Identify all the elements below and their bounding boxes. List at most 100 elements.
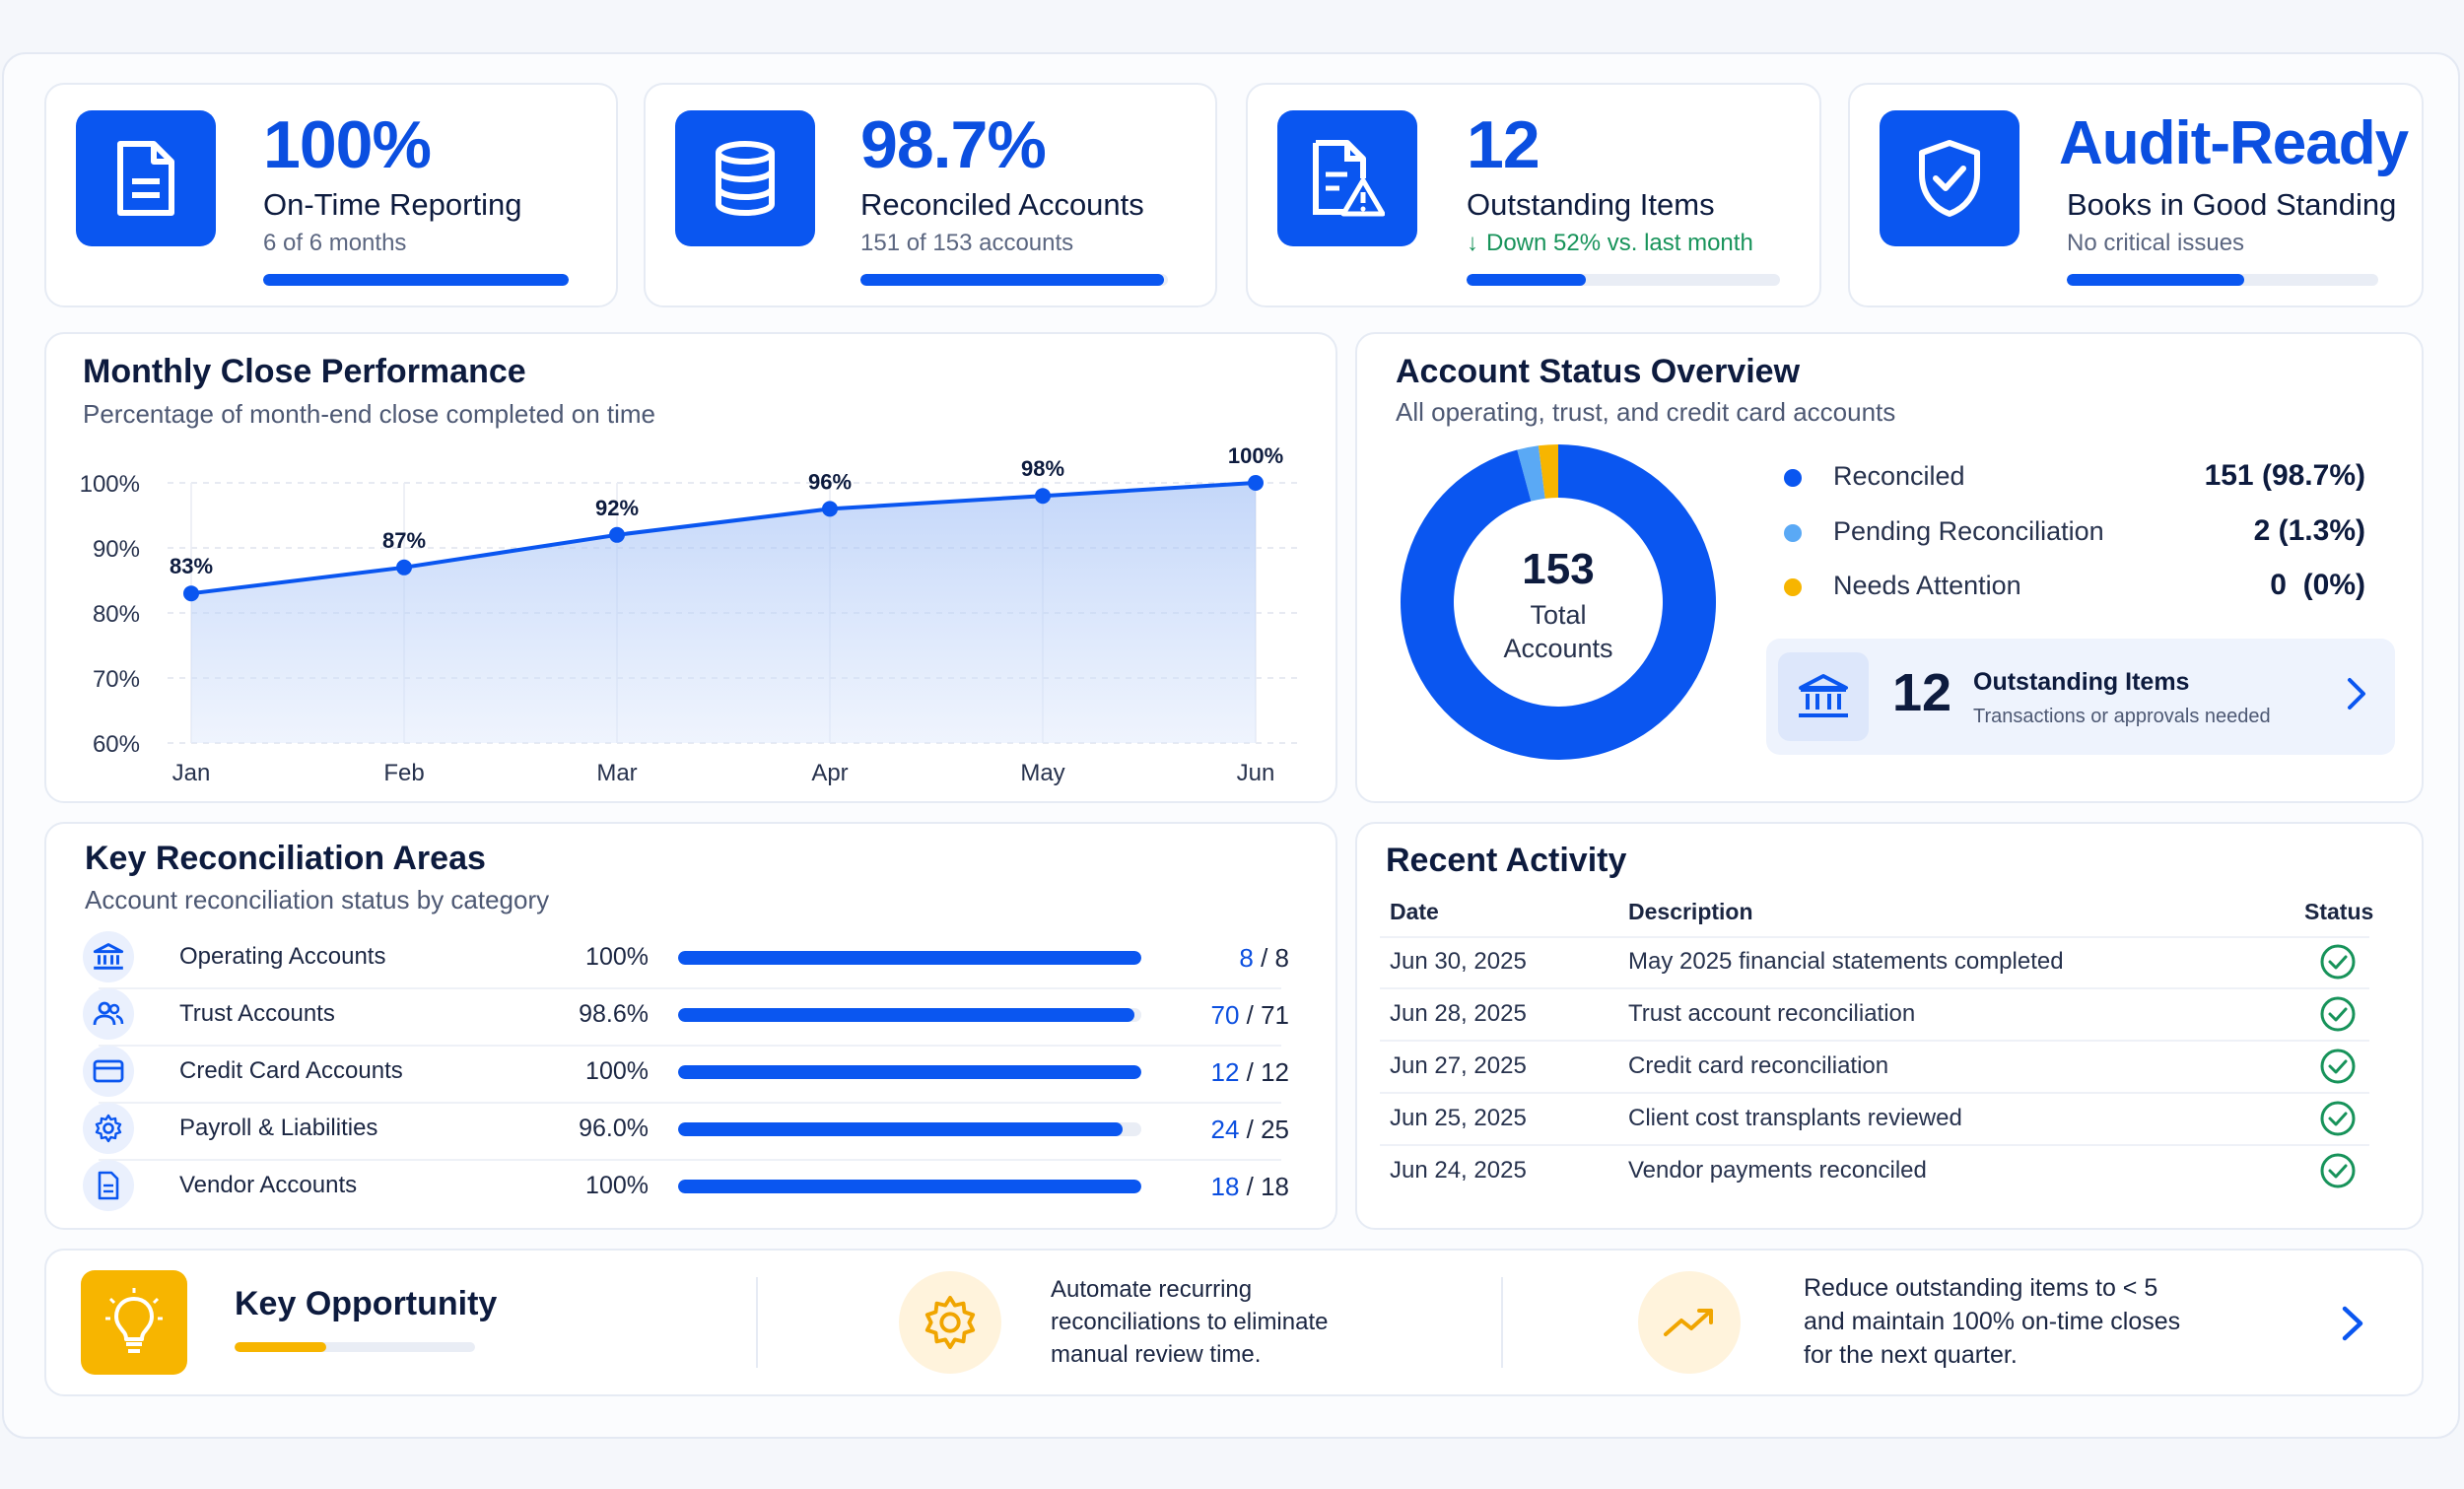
rec-name: Operating Accounts <box>179 943 386 970</box>
activity-date: Jun 24, 2025 <box>1390 1157 1527 1184</box>
bank-icon <box>1778 652 1869 741</box>
divider <box>1501 1277 1503 1368</box>
rec-row-trust[interactable]: Trust Accounts 98.6% 70 / 71 <box>47 988 1289 1046</box>
activity-description: Credit card reconciliation <box>1628 1052 1889 1079</box>
donut-label-accounts: Accounts <box>1503 634 1613 663</box>
data-label: 83% <box>170 554 213 578</box>
lightbulb-icon <box>81 1270 187 1375</box>
activity-row[interactable]: Jun 27, 2025 Credit card reconciliation <box>1390 1041 2375 1094</box>
rec-percent: 96.0% <box>579 1115 649 1142</box>
rec-percent: 100% <box>585 1172 649 1199</box>
legend-needs-attention: Needs Attention 0 (0%) <box>1782 569 2365 608</box>
rec-progress-bar <box>678 1122 1141 1136</box>
activity-row[interactable]: Jun 24, 2025 Vendor payments reconciled <box>1390 1145 2375 1198</box>
rec-count: 12 / 12 <box>1210 1057 1289 1087</box>
down-arrow-icon: ↓ <box>1467 230 1478 256</box>
area-fill <box>191 483 1256 743</box>
data-label: 92% <box>595 496 639 520</box>
bank-icon <box>83 931 134 982</box>
outstanding-count: 12 <box>1892 663 1952 722</box>
kpi-progress-bar <box>1467 274 1780 286</box>
col-header-status: Status <box>2304 899 2374 924</box>
rec-done: 24 <box>1210 1115 1240 1144</box>
rec-count: 70 / 71 <box>1210 1000 1289 1030</box>
key-reconciliation-card <box>44 822 1337 1230</box>
rec-percent: 98.6% <box>579 1000 649 1028</box>
account-donut-chart <box>1401 444 1716 760</box>
kpi-card-reconciled[interactable]: 98.7% Reconciled Accounts 151 of 153 acc… <box>644 83 1217 307</box>
legend-dot <box>1784 524 1802 542</box>
activity-row[interactable]: Jun 25, 2025 Client cost transplants rev… <box>1390 1093 2375 1146</box>
rec-row-operating[interactable]: Operating Accounts 100% 8 / 8 <box>47 931 1289 988</box>
y-tick-label: 80% <box>93 601 140 628</box>
key-reconciliation-title: Key Reconciliation Areas <box>85 840 486 877</box>
rec-name: Vendor Accounts <box>179 1172 358 1198</box>
kpi-card-outstanding[interactable]: 12 Outstanding Items ↓ Down 52% vs. last … <box>1246 83 1821 307</box>
divider <box>1380 936 2369 938</box>
data-label: 98% <box>1021 456 1064 481</box>
divider <box>99 1102 1281 1104</box>
kpi-value: 100% <box>263 107 432 182</box>
kpi-sub: 6 of 6 months <box>263 230 407 256</box>
donut-slice <box>1401 444 1716 760</box>
rec-progress-bar <box>678 1008 1141 1022</box>
rec-percent: 100% <box>585 943 649 971</box>
legend-value: 2 (1.3%) <box>2253 514 2365 547</box>
activity-description: Vendor payments reconciled <box>1628 1157 1927 1184</box>
chevron-right-icon[interactable] <box>2346 676 2367 716</box>
rec-count: 8 / 8 <box>1239 943 1289 973</box>
monthly-close-title: Monthly Close Performance <box>83 353 526 390</box>
kpi-card-audit[interactable]: Audit-Ready Books in Good Standing No cr… <box>1848 83 2424 307</box>
opportunity-line: and maintain 100% on-time closes <box>1804 1308 2181 1335</box>
data-label: 100% <box>1228 443 1283 468</box>
outstanding-items-link[interactable]: 12 Outstanding Items Transactions or app… <box>1766 639 2395 755</box>
data-label: 87% <box>382 528 426 553</box>
rec-percent: 100% <box>585 1057 649 1085</box>
monthly-close-subtitle: Percentage of month-end close completed … <box>83 399 656 429</box>
legend-value: 0 (0%) <box>2270 569 2365 601</box>
opportunity-item-automate: Automate recurring reconciliations to el… <box>1051 1273 1328 1371</box>
activity-date: Jun 25, 2025 <box>1390 1105 1527 1131</box>
recent-activity-title: Recent Activity <box>1386 842 1627 879</box>
legend-label: Needs Attention <box>1833 571 2021 600</box>
opportunity-line: manual review time. <box>1051 1341 1262 1368</box>
donut-slice <box>1517 445 1545 502</box>
credit-card-icon <box>83 1046 134 1097</box>
account-status-title: Account Status Overview <box>1396 353 1801 390</box>
rec-total: 25 <box>1261 1115 1289 1144</box>
kpi-sub: 151 of 153 accounts <box>860 230 1074 256</box>
check-circle-icon <box>2318 994 2358 1039</box>
outstanding-desc: Transactions or approvals needed <box>1973 706 2271 727</box>
divider <box>1380 987 2369 989</box>
activity-date: Jun 27, 2025 <box>1390 1052 1527 1079</box>
data-point <box>1035 488 1051 505</box>
rec-row-vendor[interactable]: Vendor Accounts 100% 18 / 18 <box>47 1160 1289 1217</box>
activity-row[interactable]: Jun 28, 2025 Trust account reconciliatio… <box>1390 988 2375 1042</box>
rec-progress-bar <box>678 1180 1141 1193</box>
database-icon <box>675 110 815 246</box>
opportunity-title: Key Opportunity <box>235 1285 498 1322</box>
rec-row-credit-card[interactable]: Credit Card Accounts 100% 12 / 12 <box>47 1046 1289 1103</box>
rec-progress-bar <box>678 1065 1141 1079</box>
divider <box>99 1159 1281 1161</box>
data-point <box>183 585 199 602</box>
rec-name: Trust Accounts <box>179 1000 335 1027</box>
users-icon <box>83 988 134 1040</box>
kpi-card-on-time[interactable]: 100% On-Time Reporting 6 of 6 months <box>44 83 618 307</box>
rec-total: 18 <box>1261 1172 1289 1201</box>
chevron-right-icon[interactable] <box>2340 1305 2365 1347</box>
activity-row[interactable]: Jun 30, 2025 May 2025 financial statemen… <box>1390 936 2375 989</box>
check-circle-icon <box>2318 1047 2358 1091</box>
col-header-description: Description <box>1628 899 1753 924</box>
activity-description: Client cost transplants reviewed <box>1628 1105 1962 1131</box>
gear-icon <box>899 1271 1001 1374</box>
rec-row-payroll[interactable]: Payroll & Liabilities 96.0% 24 / 25 <box>47 1103 1289 1160</box>
legend-pending: Pending Reconciliation 2 (1.3%) <box>1782 514 2365 554</box>
kpi-value: 98.7% <box>860 107 1047 182</box>
activity-date: Jun 30, 2025 <box>1390 948 1527 975</box>
check-circle-icon <box>2318 1099 2358 1143</box>
divider <box>99 1045 1281 1047</box>
shield-check-icon <box>1880 110 2019 246</box>
opportunity-line: for the next quarter. <box>1804 1341 2018 1369</box>
rec-total: 71 <box>1261 1000 1289 1030</box>
